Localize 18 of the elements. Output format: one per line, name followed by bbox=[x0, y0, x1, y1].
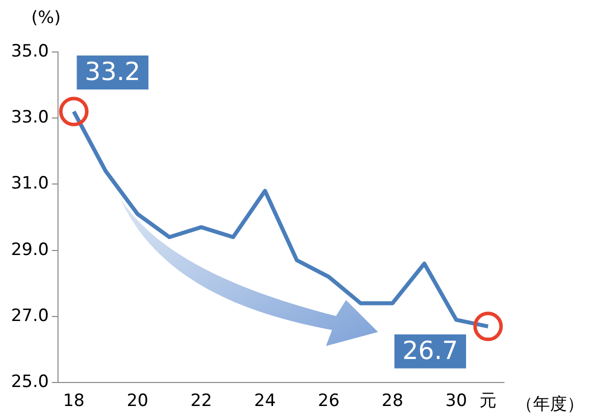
x-tick-label: 24 bbox=[254, 391, 276, 412]
x-axis-title: （年度） bbox=[516, 394, 584, 415]
y-tick-label: 35.0 bbox=[10, 41, 49, 62]
y-tick-label: 25.0 bbox=[10, 372, 49, 392]
x-tick-label: 26 bbox=[318, 391, 340, 412]
x-tick-label: 22 bbox=[190, 391, 212, 412]
y-axis-title: (%) bbox=[31, 8, 61, 28]
y-tick-label: 33.0 bbox=[10, 108, 49, 128]
y-tick-label: 31.0 bbox=[10, 174, 49, 194]
x-tick-label: 18 bbox=[62, 391, 85, 412]
annotation: 33.2 bbox=[84, 57, 140, 86]
x-tick-label: 20 bbox=[126, 391, 148, 412]
annotation: 26.7 bbox=[402, 336, 458, 365]
y-tick-label: 27.0 bbox=[10, 306, 49, 326]
x-tick-label: 元 bbox=[480, 391, 497, 412]
y-tick-label: 29.0 bbox=[10, 240, 49, 260]
x-tick-label: 30 bbox=[445, 391, 468, 412]
x-tick-label: 28 bbox=[382, 391, 404, 412]
